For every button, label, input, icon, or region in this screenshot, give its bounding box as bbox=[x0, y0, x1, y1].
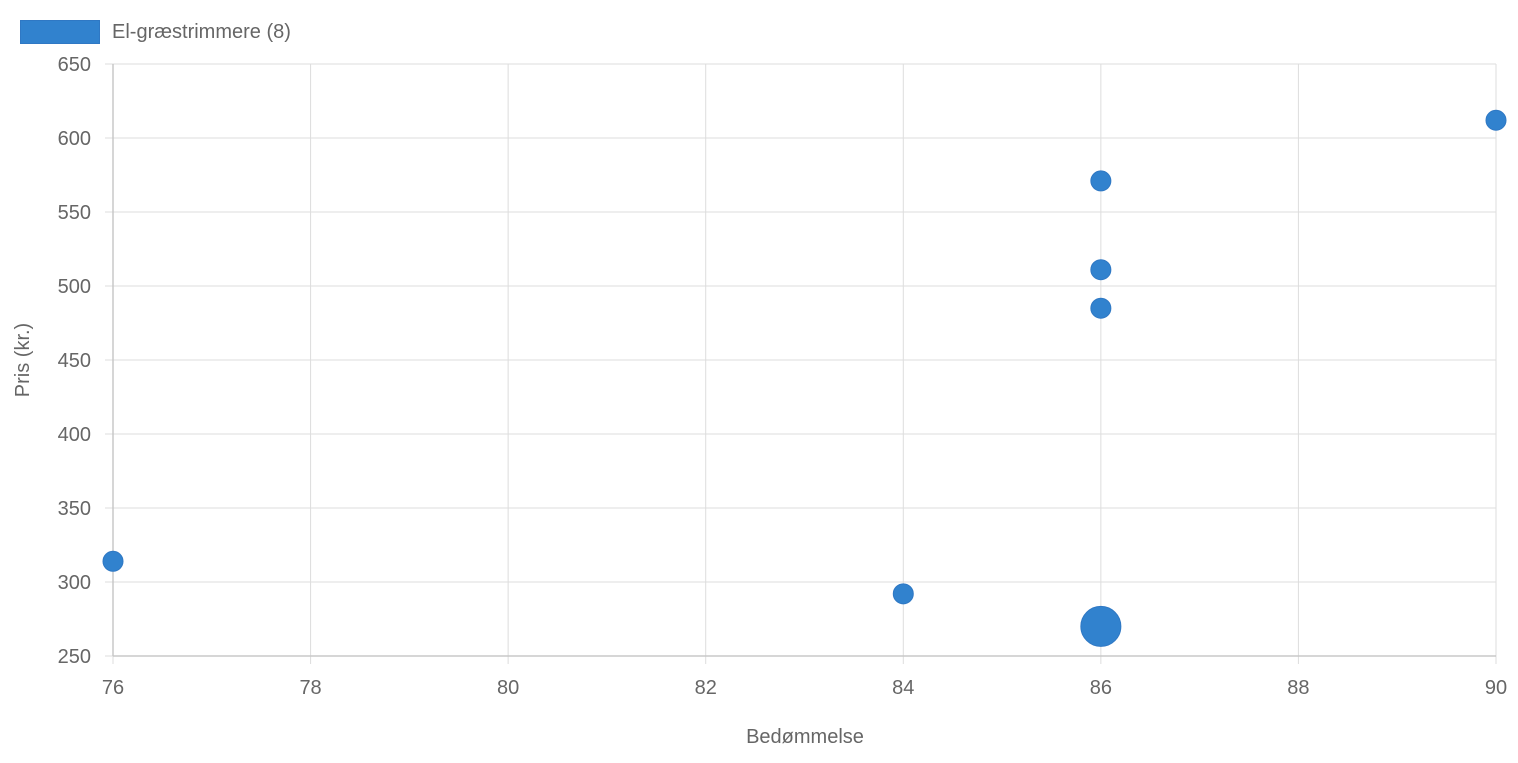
y-tick-label: 650 bbox=[58, 54, 91, 76]
y-axis-title: Pris (kr.) bbox=[12, 323, 34, 397]
x-axis-title: Bedømmelse bbox=[746, 726, 864, 748]
y-tick-label: 600 bbox=[58, 128, 91, 150]
x-tick-label: 90 bbox=[1485, 677, 1507, 699]
data-point bbox=[1080, 605, 1122, 647]
x-tick-label: 82 bbox=[695, 677, 717, 699]
y-tick-label: 350 bbox=[58, 498, 91, 520]
data-points bbox=[102, 109, 1507, 647]
x-tick-label: 84 bbox=[892, 677, 914, 699]
legend[interactable]: El-græstrimmere (8) bbox=[20, 19, 291, 45]
x-tick-label: 76 bbox=[102, 677, 124, 699]
y-tick-label: 400 bbox=[58, 424, 91, 446]
data-point bbox=[892, 583, 914, 605]
data-point bbox=[1090, 297, 1112, 319]
legend-swatch bbox=[20, 20, 100, 44]
x-tick-label: 80 bbox=[497, 677, 519, 699]
grid bbox=[105, 63, 1497, 664]
y-tick-label: 250 bbox=[58, 646, 91, 668]
x-tick-label: 88 bbox=[1287, 677, 1309, 699]
x-tick-label: 78 bbox=[299, 677, 321, 699]
data-point bbox=[1090, 259, 1112, 281]
data-point bbox=[1090, 170, 1112, 192]
data-point bbox=[1485, 109, 1507, 131]
y-tick-label: 500 bbox=[58, 276, 91, 298]
y-tick-label: 300 bbox=[58, 572, 91, 594]
y-tick-label: 550 bbox=[58, 202, 91, 224]
x-tick-label: 86 bbox=[1090, 677, 1112, 699]
data-point bbox=[102, 550, 124, 572]
axes: 76 78 80 82 84 86 88 90 250 300 350 400 450 500 550 600… bbox=[58, 54, 1508, 699]
legend-label: El-græstrimmere (8) bbox=[112, 20, 291, 43]
y-tick-label: 450 bbox=[58, 350, 91, 372]
